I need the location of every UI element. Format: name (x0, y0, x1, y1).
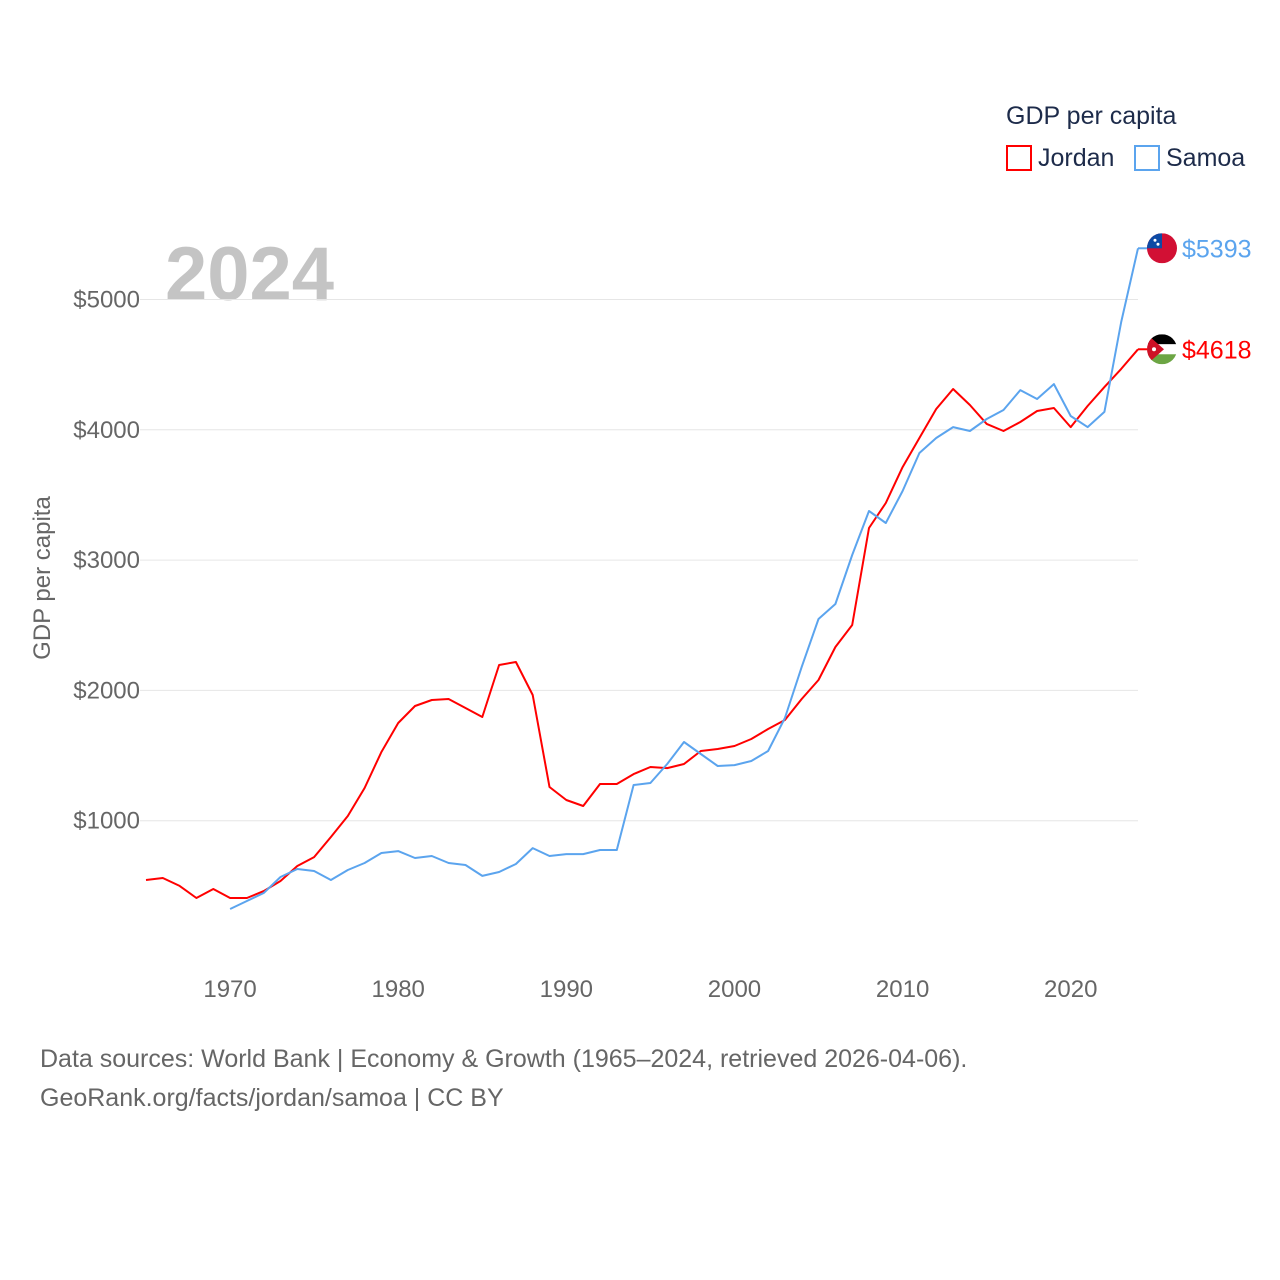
x-tick-label: 1990 (540, 976, 593, 1003)
end-value-label-jordan: $4618 (1182, 336, 1252, 364)
y-tick-label: $1000 (73, 808, 140, 835)
year-watermark: 2024 (165, 232, 334, 317)
legend-swatch-jordan (1006, 145, 1032, 171)
legend-label-jordan: Jordan (1038, 144, 1114, 172)
footer-sources: Data sources: World Bank | Economy & Gro… (40, 1045, 968, 1073)
y-axis-label: GDP per capita (29, 496, 56, 660)
series-line-jordan (145, 348, 1139, 899)
end-value-label-samoa: $5393 (1182, 235, 1252, 263)
y-tick-label: $4000 (73, 417, 140, 444)
samoa-flag-icon (1147, 233, 1177, 264)
legend-label-samoa: Samoa (1166, 144, 1245, 172)
y-tick-label: $5000 (73, 287, 140, 314)
jordan-flag-icon (1147, 334, 1177, 365)
x-tick-label: 2020 (1044, 976, 1097, 1003)
x-tick-label: 2010 (876, 976, 929, 1003)
legend-title: GDP per capita (1006, 102, 1177, 130)
x-tick-label: 2000 (708, 976, 761, 1003)
legend-swatch-samoa (1134, 145, 1160, 171)
x-tick-label: 1970 (203, 976, 256, 1003)
y-tick-label: $3000 (73, 547, 140, 574)
series-line-samoa (229, 248, 1139, 910)
x-tick-label: 1980 (372, 976, 425, 1003)
y-tick-label: $2000 (73, 677, 140, 704)
footer-link[interactable]: GeoRank.org/facts/jordan/samoa | CC BY (40, 1084, 504, 1112)
